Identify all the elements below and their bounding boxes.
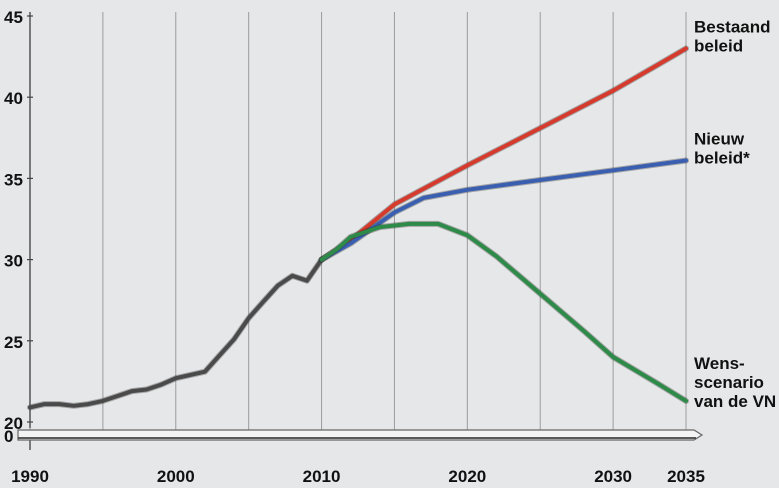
axes: 020 25 30 35 40 45 1990 2000 2010 2020 2030 2035: [4, 8, 705, 486]
series-label: Bestaand beleid: [694, 17, 771, 55]
x-tick-label: 2030: [594, 467, 632, 486]
labels: Bestaand beleid Nieuw beleid* Wens-scenario v…: [694, 17, 776, 410]
series-label: Wens-scenario van de VN: [694, 354, 776, 411]
series-line-nieuw-beleid: [319, 158, 688, 262]
y-tick-label: 30: [4, 252, 23, 271]
series-lines: [27, 45, 689, 411]
series-label: Nieuw beleid*: [694, 130, 750, 168]
series-line-wens-scenario-van-de-vn: [319, 221, 688, 403]
x-tick-label: 2000: [157, 467, 195, 486]
series-line-shadow: [318, 157, 689, 263]
x-tick-label: 2035: [667, 467, 705, 486]
x-tick-label: 1990: [11, 467, 49, 486]
y-tick-label: 25: [4, 333, 23, 352]
y-tick-label: 0: [4, 427, 13, 446]
y-tick-label: 35: [4, 170, 23, 189]
series-line-historisch: [28, 257, 324, 410]
y-tick-label: 20: [4, 414, 23, 433]
series-line-bestaand-beleid: [319, 46, 688, 262]
y-tick-label: 40: [4, 89, 23, 108]
x-tick-label: 2010: [303, 467, 341, 486]
x-tick-label: 2020: [448, 467, 486, 486]
series-line-shadow: [318, 220, 689, 404]
grid: [29, 12, 687, 438]
y-tick-label: 45: [4, 8, 23, 27]
